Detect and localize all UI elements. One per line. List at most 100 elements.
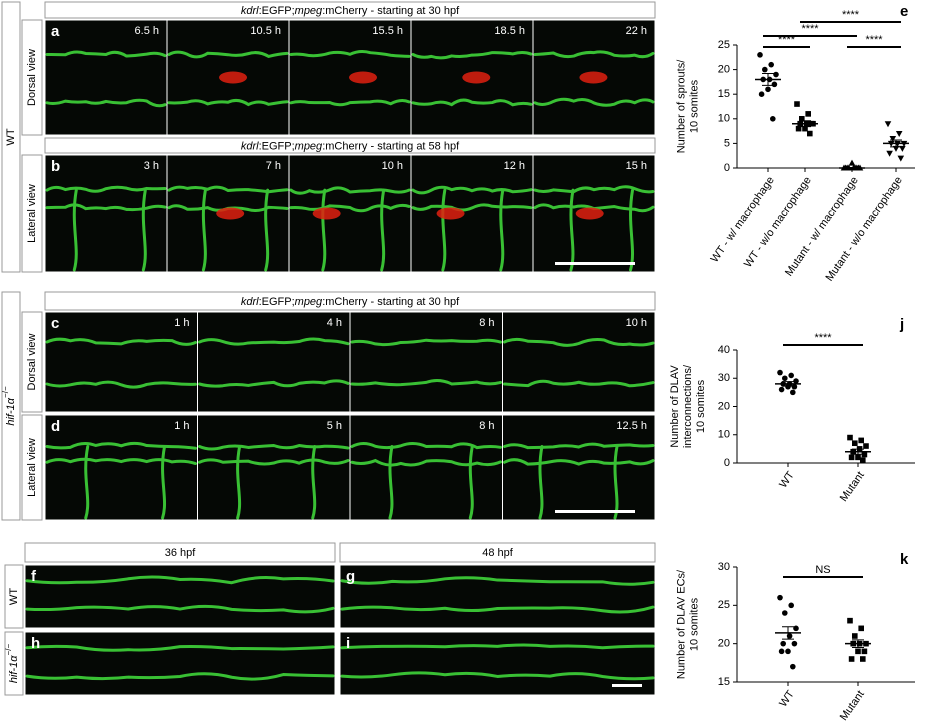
vessel xyxy=(613,445,619,520)
point xyxy=(785,648,791,655)
vessel xyxy=(167,98,289,107)
x-tick-label: WT xyxy=(777,469,797,490)
header-part: kdrl xyxy=(241,5,259,17)
header-box xyxy=(24,542,336,563)
vessel xyxy=(72,188,78,272)
point xyxy=(773,71,779,78)
side-label-text: WT xyxy=(8,588,20,605)
vessel xyxy=(350,379,502,387)
vessel xyxy=(350,441,502,450)
point xyxy=(848,454,855,461)
vessel xyxy=(503,442,655,450)
vessels xyxy=(350,441,502,520)
panel-letter: j xyxy=(899,316,904,333)
vessel xyxy=(340,671,655,681)
time-label: 1 h xyxy=(174,420,189,432)
panel-letter: b xyxy=(51,158,60,175)
vessel xyxy=(198,458,350,466)
point xyxy=(852,440,858,447)
point xyxy=(782,610,788,616)
micrograph xyxy=(349,311,503,413)
side-label-text: Lateral view xyxy=(26,184,38,243)
vessel xyxy=(45,441,197,450)
point xyxy=(757,52,763,58)
point xyxy=(758,91,765,97)
header-box xyxy=(44,291,656,311)
side-label: Lateral view xyxy=(26,184,38,243)
vessel xyxy=(411,203,533,212)
x-tick-label: WT - w/ macrophage xyxy=(709,175,777,265)
y-tick-label: 25 xyxy=(718,39,730,51)
point xyxy=(762,66,768,73)
vessels xyxy=(198,337,350,388)
point xyxy=(770,116,776,122)
vessel xyxy=(340,605,655,614)
vessels xyxy=(340,576,655,614)
point xyxy=(765,86,771,93)
vessel xyxy=(388,445,394,520)
vessel xyxy=(311,445,317,520)
side-label: Dorsal view xyxy=(26,49,38,106)
panel-letter: d xyxy=(51,418,60,435)
vessel xyxy=(289,49,411,58)
point xyxy=(790,389,796,396)
header-part: :EGFP; xyxy=(259,296,295,308)
vessels xyxy=(289,186,411,272)
y-tick-label: 10 xyxy=(718,429,730,441)
point xyxy=(855,648,861,655)
point xyxy=(778,386,785,393)
vessel xyxy=(161,445,167,520)
error-bar xyxy=(782,381,794,387)
vessel xyxy=(25,575,335,585)
vessel xyxy=(538,445,544,520)
significance-label: **** xyxy=(842,9,860,21)
y-axis-label: 10 somites xyxy=(688,79,700,133)
header-part: mpeg xyxy=(295,5,323,17)
vessel xyxy=(321,188,327,272)
panel-letter: k xyxy=(900,551,909,568)
point xyxy=(860,457,866,463)
y-axis-label: Number of DLAV xyxy=(669,365,681,448)
vessels xyxy=(198,443,350,520)
y-axis-label: interconnections/ xyxy=(682,364,694,448)
x-tick-label: Mutant xyxy=(838,689,867,723)
micrograph xyxy=(410,154,534,273)
vessel xyxy=(411,185,533,195)
vessels xyxy=(45,50,167,108)
point xyxy=(793,625,799,632)
header-text: kdrl:EGFP;mpeg:mCherry - starting at 30 … xyxy=(241,296,460,308)
time-label: 10 h xyxy=(382,160,403,172)
vessel xyxy=(340,643,655,650)
y-tick-label: 30 xyxy=(718,561,730,573)
point xyxy=(863,443,869,449)
side-label: Lateral view xyxy=(26,438,38,497)
side-label-text: hif-1α xyxy=(5,397,17,425)
micrograph xyxy=(197,414,351,521)
point xyxy=(884,121,892,128)
side-label-text: Dorsal view xyxy=(26,334,38,391)
point xyxy=(855,454,861,461)
vessel xyxy=(411,98,533,107)
vessel xyxy=(503,337,655,347)
macrophage xyxy=(216,207,245,220)
vessel xyxy=(533,50,655,59)
point xyxy=(771,81,778,88)
time-label: 10 h xyxy=(626,317,647,329)
vessels xyxy=(411,185,533,272)
y-tick-label: 30 xyxy=(718,372,730,384)
vessel xyxy=(289,99,411,107)
panel-letter: f xyxy=(31,568,37,585)
vessel xyxy=(84,445,90,520)
header-part: :mCherry - starting at 30 hpf xyxy=(322,296,460,308)
header-part: kdrl xyxy=(241,140,259,152)
vessel xyxy=(289,186,411,195)
macrophage xyxy=(312,207,341,220)
error-bar xyxy=(852,639,864,648)
point xyxy=(858,625,864,632)
label-box xyxy=(4,631,24,696)
micrograph xyxy=(197,311,351,413)
vessel xyxy=(499,188,505,272)
point xyxy=(847,617,853,624)
vessel xyxy=(350,458,502,467)
panel-letter: c xyxy=(51,315,59,332)
